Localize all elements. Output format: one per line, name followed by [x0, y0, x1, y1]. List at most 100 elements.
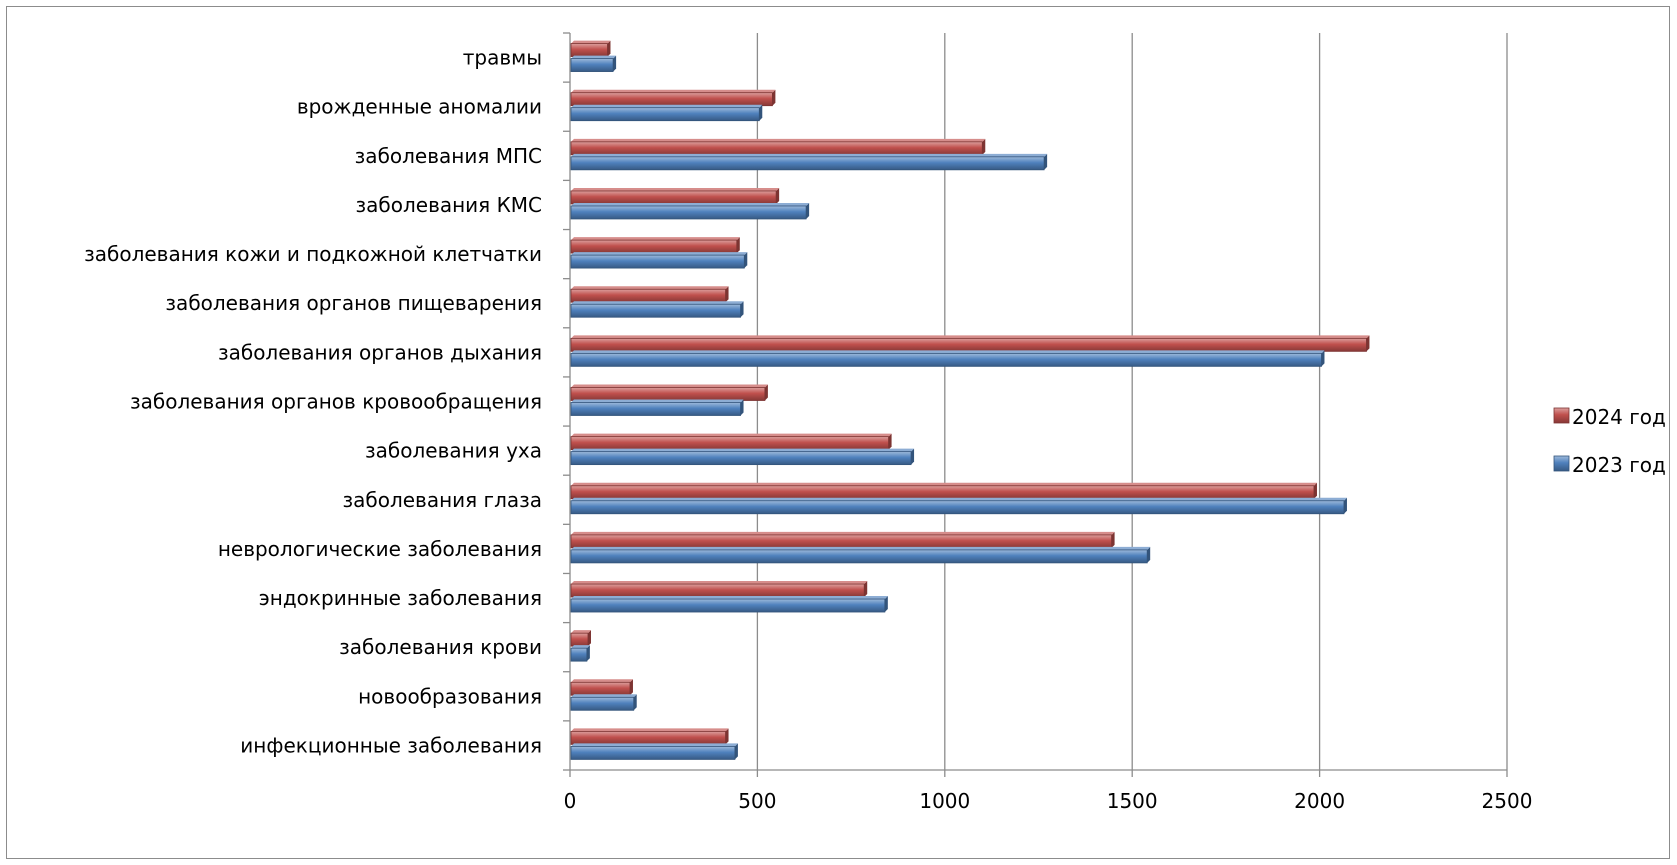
bar-top [571, 448, 915, 452]
bar-series-2023 [570, 156, 1045, 171]
bar-series-2023 [570, 107, 760, 122]
bar-side [1313, 482, 1317, 499]
bar-top [571, 645, 590, 649]
bar-series-2024 [570, 632, 589, 647]
bar-side [586, 645, 590, 662]
bar-series-2024 [570, 141, 983, 156]
bar-side [888, 433, 892, 450]
bar-top [571, 694, 637, 698]
bar-side [776, 187, 780, 204]
bar-side [806, 202, 810, 219]
legend-label: 2023 год [1572, 453, 1666, 477]
bar-side [740, 399, 744, 416]
bar-side [629, 679, 633, 696]
category-label: заболевания крови [339, 635, 542, 659]
bar-top [571, 384, 768, 388]
bar-series-2024 [570, 288, 726, 303]
bar-top [571, 596, 888, 600]
category-label: инфекционные заболевания [240, 733, 542, 757]
bar-top [571, 286, 729, 290]
bar-top [571, 581, 868, 585]
bar-series-2023 [570, 58, 614, 72]
legend: 2024 год 2023 год [1553, 405, 1666, 477]
legend-label: 2024 год [1572, 405, 1666, 429]
bar-side [884, 596, 888, 613]
bar-top [571, 433, 892, 437]
bar-top [571, 482, 1317, 486]
x-tick-label: 1500 [1107, 789, 1158, 813]
category-label: врожденные аномалии [297, 95, 542, 119]
bar-series-2023 [570, 402, 741, 416]
category-label: заболевания МПС [355, 144, 542, 168]
bar-side [772, 89, 776, 106]
bar-top [571, 252, 748, 256]
category-label: неврологические заболевания [218, 537, 542, 561]
bar-top [571, 679, 633, 683]
bar-side [1366, 335, 1370, 352]
x-tick-label: 2000 [1294, 789, 1345, 813]
bar-side [764, 384, 768, 401]
bar-top [571, 89, 776, 93]
bar-top [571, 104, 763, 108]
category-label: заболевания глаза [343, 488, 543, 512]
category-label: заболевания органов пищеварения [165, 291, 542, 315]
bar-side [864, 581, 868, 598]
bar-top [571, 55, 617, 59]
category-label: заболевания КМС [356, 193, 542, 217]
bar-series-2023 [570, 352, 1322, 367]
bar-series-2024 [570, 436, 889, 451]
bar-series-2024 [570, 583, 865, 598]
bar-series-2023 [570, 549, 1148, 564]
bar-series-2023 [570, 696, 635, 711]
bar-side [613, 55, 617, 72]
category-label: заболевания органов дыхания [218, 340, 542, 364]
bar-top [571, 335, 1370, 339]
bar-side [911, 448, 915, 465]
bar-side [725, 728, 729, 745]
bar-top [571, 138, 986, 142]
bar-series-2024 [570, 485, 1315, 500]
x-tick-label: 0 [564, 789, 577, 813]
bar-series-2024 [570, 681, 631, 696]
axes [563, 32, 1508, 777]
bar-side [1321, 350, 1325, 367]
bar-side [725, 286, 729, 303]
bar-side [736, 237, 740, 254]
bar-top [571, 202, 810, 206]
bar-side [1111, 531, 1115, 548]
bar-side [759, 104, 763, 121]
bar-side [740, 301, 744, 318]
bar-top [571, 531, 1115, 535]
bar-top [571, 237, 740, 241]
bar-top [571, 350, 1325, 354]
category-label: заболевания органов кровообращения [130, 390, 542, 414]
category-labels: инфекционные заболевания новообразования з… [84, 46, 542, 758]
bar-side [607, 40, 611, 57]
bar-top [571, 187, 780, 191]
bar-top [571, 301, 744, 305]
bar-side [1343, 497, 1347, 514]
bar-series-2023 [570, 254, 745, 269]
category-label: заболевания уха [365, 439, 542, 463]
bar-top [571, 630, 591, 634]
bar-side [982, 138, 986, 155]
bar-side [1147, 546, 1151, 563]
bar-series-2024 [570, 239, 738, 254]
bar-series-2023 [570, 746, 736, 760]
x-tick-label: 500 [738, 789, 776, 813]
bar-side [734, 743, 738, 760]
bar-top [571, 40, 611, 44]
bar-side [744, 252, 748, 269]
bar-series-2023 [570, 451, 912, 466]
bar-side [1044, 153, 1048, 170]
bar-series-2023 [570, 303, 741, 318]
bar-series-2024 [570, 337, 1367, 352]
bar-top [571, 399, 744, 403]
x-tick-labels: 0 500 1000 1500 2000 2500 [564, 789, 1533, 813]
bar-series-2024 [570, 387, 766, 401]
category-label: новообразования [358, 684, 542, 708]
category-label: заболевания кожи и подкожной клетчатки [84, 242, 542, 266]
bar-series-2023 [570, 598, 886, 613]
bar-series-2023 [570, 647, 588, 662]
bar-top [571, 743, 738, 747]
